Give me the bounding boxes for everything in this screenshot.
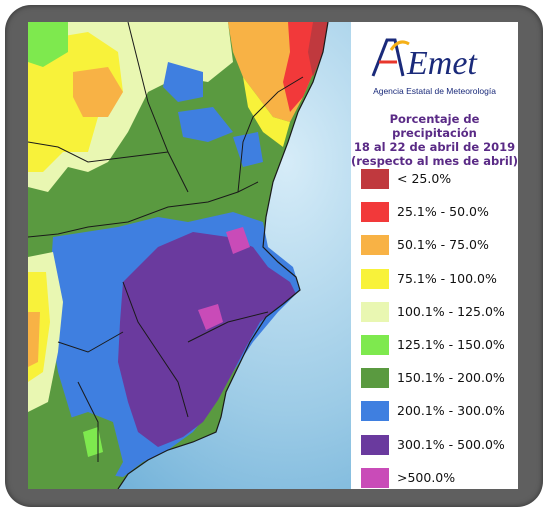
legend-panel: Emet Agencia Estatal de Meteorología Por…	[351, 22, 518, 489]
legend-label: 50.1% - 75.0%	[397, 237, 489, 253]
legend-swatch	[361, 268, 389, 289]
zone-darkred-ne	[308, 22, 328, 77]
legend-list: < 25.0% 25.1% - 50.0% 50.1% - 75.0% 75.1% -…	[361, 169, 518, 501]
legend-swatch	[361, 169, 389, 189]
legend-label: 100.1% - 125.0%	[397, 303, 505, 319]
legend-title: Porcentaje de precipitación 18 al 22 de …	[351, 112, 518, 168]
legend-label: >500.0%	[397, 469, 456, 485]
legend-swatch	[361, 368, 389, 389]
legend-title-line1: Porcentaje de precipitación	[389, 112, 480, 140]
zone-purple	[118, 232, 296, 447]
zone-orange-west	[28, 312, 40, 367]
aemet-logo: Emet Agencia Estatal de Meteorología	[351, 28, 518, 108]
legend-label: 200.1% - 300.0%	[397, 403, 505, 419]
aemet-logo-mark: Emet	[371, 38, 478, 82]
zone-orange-north	[73, 67, 123, 117]
logo-subtitle: Agencia Estatal de Meteorología	[373, 86, 496, 96]
legend-item: >500.0%	[361, 467, 518, 501]
legend-swatch	[361, 235, 389, 256]
province-boundaries	[28, 22, 304, 462]
legend-item: 25.1% - 50.0%	[361, 202, 518, 235]
legend-swatch	[361, 301, 389, 322]
zone-lightgreen-ne	[28, 22, 68, 67]
map-svg	[28, 22, 351, 489]
legend-swatch	[361, 401, 389, 422]
legend-label: 25.1% - 50.0%	[397, 204, 489, 220]
legend-title-line3: (respecto al mes de abril)	[351, 154, 518, 168]
legend-item: 125.1% - 150.0%	[361, 334, 518, 368]
legend-swatch	[361, 434, 389, 455]
logo-text: Emet	[406, 45, 478, 82]
legend-label: < 25.0%	[397, 171, 452, 186]
zone-blue-north	[163, 62, 263, 167]
legend-label: 150.1% - 200.0%	[397, 370, 505, 386]
legend-item: 100.1% - 125.0%	[361, 301, 518, 335]
legend-item: 200.1% - 300.0%	[361, 401, 518, 434]
legend-label: 300.1% - 500.0%	[397, 436, 505, 452]
zone-magenta-2	[226, 227, 250, 254]
legend-label: 75.1% - 100.0%	[397, 270, 497, 286]
zone-magenta-1	[198, 304, 223, 330]
legend-swatch	[361, 467, 389, 488]
legend-item: 150.1% - 200.0%	[361, 368, 518, 401]
legend-item: 50.1% - 75.0%	[361, 235, 518, 268]
legend-item: 75.1% - 100.0%	[361, 268, 518, 302]
coastline	[117, 22, 329, 489]
legend-swatch	[361, 334, 389, 355]
legend-label: 125.1% - 150.0%	[397, 336, 505, 352]
precipitation-map[interactable]	[28, 22, 351, 489]
legend-item: < 25.0%	[361, 169, 518, 202]
legend-item: 300.1% - 500.0%	[361, 434, 518, 468]
zone-yellow-ne	[243, 77, 290, 147]
legend-swatch	[361, 202, 389, 223]
legend-title-line2: 18 al 22 de abril de 2019	[353, 140, 516, 154]
